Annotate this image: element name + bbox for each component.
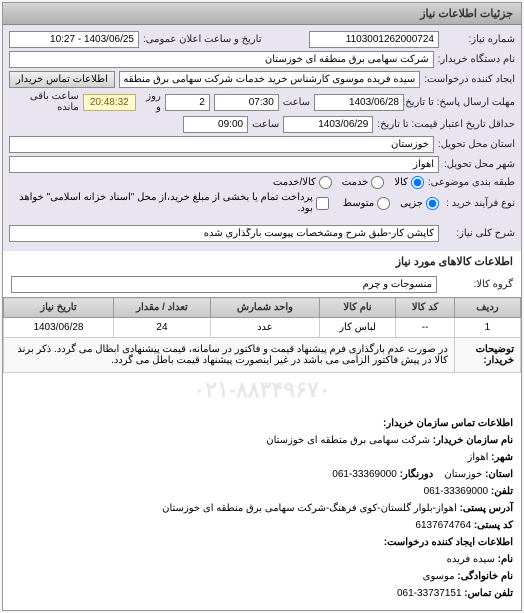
deadline-date-input[interactable] (314, 94, 404, 111)
radio-small-label: جزیی (400, 198, 423, 209)
radio-small-input[interactable] (426, 197, 439, 210)
deadline-time-input[interactable] (214, 94, 279, 111)
radio-goods-input[interactable] (411, 176, 424, 189)
radio-medium[interactable]: متوسط (343, 197, 390, 210)
creator-phone-value: 33737151-061 (397, 588, 462, 599)
col-row: ردیف (454, 298, 520, 318)
creator-name-label: نام: (498, 554, 513, 565)
contact-phone-value: 33369000-061 (424, 486, 489, 497)
number-input[interactable] (309, 31, 439, 48)
panel-title: جزئیات اطلاعات نیاز (3, 3, 521, 25)
creator-label: ایجاد کننده درخواست: (424, 74, 515, 85)
radio-medium-input[interactable] (377, 197, 390, 210)
creator-input[interactable] (119, 71, 420, 88)
radio-goods-service-input[interactable] (319, 176, 332, 189)
main-panel: جزئیات اطلاعات نیاز شماره نیاز: تاریخ و … (2, 2, 522, 611)
city-label: شهر محل تحویل: (443, 159, 515, 170)
remaining-days-input (165, 94, 210, 111)
province-label: استان محل تحویل: (438, 139, 515, 150)
remaining-label: ساعت باقی مانده (9, 91, 79, 113)
table-header-row: ردیف کد کالا نام کالا واحد شمارش تعداد /… (4, 298, 521, 318)
radio-medium-label: متوسط (343, 198, 374, 209)
goods-table: ردیف کد کالا نام کالا واحد شمارش تعداد /… (3, 297, 521, 373)
city-input[interactable] (9, 156, 439, 173)
group-input[interactable] (11, 276, 437, 293)
radio-service-input[interactable] (371, 176, 384, 189)
goods-section-title: اطلاعات کالاهای مورد نیاز (3, 251, 521, 272)
table-row[interactable]: 1 -- لباس کار عدد 24 1403/06/28 (4, 318, 521, 338)
contact-org-value: شرکت سهامی برق منطقه ای خوزستان (266, 435, 430, 446)
datetime-label: تاریخ و ساعت اعلان عمومی: (143, 34, 262, 45)
radio-goods-label: کالا (394, 177, 408, 188)
radio-goods[interactable]: کالا (394, 176, 424, 189)
contact-info-button[interactable]: اطلاعات تماس خریدار (9, 71, 115, 88)
buyer-org-label: نام دستگاه خریدار: (438, 54, 515, 65)
creator-name-value: سیده فریده (447, 554, 495, 565)
creator-surname-value: موسوی (423, 571, 455, 582)
datetime-input[interactable] (9, 31, 139, 48)
col-name: نام کالا (319, 298, 395, 318)
process-note-text: پرداخت تمام یا بخشی از مبلغ خرید،از محل … (9, 192, 313, 214)
contact-address-label: آدرس پستی: (460, 503, 513, 514)
radio-service[interactable]: خدمت (342, 176, 385, 189)
cell-date: 1403/06/28 (4, 318, 114, 338)
remaining-days-label: روز و (140, 91, 161, 113)
contact-fax-label: دورنگار: (400, 469, 434, 480)
radio-service-label: خدمت (342, 177, 369, 188)
contact-section: اطلاعات تماس سازمان خریدار: نام سازمان خ… (3, 407, 521, 610)
process-note-checkbox[interactable] (316, 197, 329, 210)
col-unit: واحد شمارش (211, 298, 320, 318)
radio-goods-service[interactable]: کالا/خدمت (273, 176, 332, 189)
contact-postal-label: کد پستی: (474, 520, 513, 531)
contact-city-label: شهر: (491, 452, 513, 463)
category-radio-group: کالا خدمت کالا/خدمت (273, 176, 424, 189)
validity-label: حداقل تاریخ اعتبار قیمت: تا تاریخ: (377, 119, 515, 130)
validity-date-input[interactable] (283, 116, 373, 133)
desc-label: شرح کلی نیاز: (443, 228, 515, 239)
col-code: کد کالا (396, 298, 455, 318)
deadline-time-label: ساعت (283, 97, 310, 108)
validity-time-label: ساعت (252, 119, 279, 130)
creator-phone-label: تلفن تماس: (464, 588, 513, 599)
remaining-timer: 20:48:32 (83, 94, 136, 111)
contact-title: اطلاعات تماس سازمان خریدار: (383, 418, 513, 429)
table-desc-row: توضیحات خریدار: در صورت عدم بارگذاری فرم… (4, 338, 521, 373)
contact-phone-label: تلفن: (491, 486, 513, 497)
contact-province-value: خوزستان (444, 469, 482, 480)
group-label: گروه کالا: (441, 279, 513, 290)
cell-code: -- (396, 318, 455, 338)
creator-surname-label: نام خانوادگی: (457, 571, 513, 582)
desc-cell-text: در صورت عدم بارگذاری فرم پیشنهاد قیمت و … (4, 338, 455, 373)
creator-title: اطلاعات ایجاد کننده درخواست: (384, 537, 513, 548)
contact-address-value: اهواز-بلوار گلستان-کوی فرهنگ-شرکت سهامی … (162, 503, 457, 514)
deadline-label: مهلت ارسال پاسخ: تا تاریخ: (408, 97, 515, 108)
cell-qty: 24 (113, 318, 210, 338)
radio-small[interactable]: جزیی (400, 197, 439, 210)
form-section: شماره نیاز: تاریخ و ساعت اعلان عمومی: نا… (3, 25, 521, 251)
desc-input[interactable] (9, 225, 439, 242)
contact-province-label: استان: (485, 469, 513, 480)
col-qty: تعداد / مقدار (113, 298, 210, 318)
radio-goods-service-label: کالا/خدمت (273, 177, 316, 188)
buyer-org-input[interactable] (9, 51, 434, 68)
province-input[interactable] (9, 136, 434, 153)
process-note-check[interactable]: پرداخت تمام یا بخشی از مبلغ خرید،از محل … (9, 192, 329, 214)
number-label: شماره نیاز: (443, 34, 515, 45)
process-radio-group: جزیی متوسط (343, 197, 439, 210)
validity-time-input[interactable] (183, 116, 248, 133)
desc-cell-label: توضیحات خریدار: (454, 338, 520, 373)
contact-fax-value: 33369000-061 (332, 469, 397, 480)
watermark-phone: ۰۲۱-۸۸۳۴۹۶۷۰ (3, 373, 521, 407)
contact-postal-value: 6137674764 (415, 520, 471, 531)
contact-city-value: اهواز (468, 452, 489, 463)
contact-org-label: نام سازمان خریدار: (433, 435, 513, 446)
col-date: تاریخ نیاز (4, 298, 114, 318)
cell-name: لباس کار (319, 318, 395, 338)
cell-unit: عدد (211, 318, 320, 338)
cell-row: 1 (454, 318, 520, 338)
process-label: نوع فرآیند خرید : (443, 198, 515, 209)
category-label: طبقه بندی موضوعی: (428, 177, 515, 188)
